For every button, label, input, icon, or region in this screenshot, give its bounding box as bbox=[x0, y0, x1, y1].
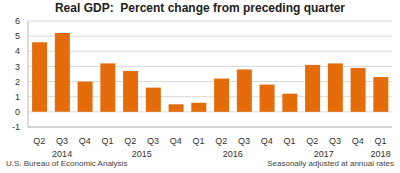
svg-text:Q4: Q4 bbox=[352, 136, 364, 146]
svg-text:6: 6 bbox=[15, 17, 20, 26]
svg-text:Q3: Q3 bbox=[56, 136, 68, 146]
svg-text:2017: 2017 bbox=[314, 149, 334, 157]
svg-text:Q3: Q3 bbox=[238, 136, 250, 146]
svg-text:2: 2 bbox=[15, 77, 20, 87]
svg-text:Q1: Q1 bbox=[284, 136, 296, 146]
svg-text:1: 1 bbox=[15, 92, 20, 102]
svg-text:Q2: Q2 bbox=[306, 136, 318, 146]
html-text:Real GDP: Percent change from: Real GDP: Percent change from preceding … bbox=[55, 1, 345, 15]
svg-text:Q1: Q1 bbox=[102, 136, 114, 146]
svg-text:Q2: Q2 bbox=[33, 136, 45, 146]
svg-text:Q2: Q2 bbox=[124, 136, 136, 146]
svg-text:5: 5 bbox=[15, 31, 20, 41]
svg-text:2015: 2015 bbox=[132, 149, 152, 157]
html-text:Seasonally adjusted at annual: Seasonally adjusted at annual rates bbox=[267, 159, 394, 168]
svg-text:Q4: Q4 bbox=[261, 136, 273, 146]
svg-text:0: 0 bbox=[15, 107, 20, 117]
svg-text:2016: 2016 bbox=[223, 149, 243, 157]
svg-text:Q3: Q3 bbox=[147, 136, 159, 146]
svg-text:3: 3 bbox=[15, 62, 20, 72]
svg-text:2018: 2018 bbox=[371, 149, 391, 157]
svg-text:2014: 2014 bbox=[52, 149, 72, 157]
svg-text:Q4: Q4 bbox=[79, 136, 91, 146]
svg-text:-1: -1 bbox=[12, 122, 20, 132]
svg-text:Q1: Q1 bbox=[193, 136, 205, 146]
svg-text:4: 4 bbox=[15, 46, 20, 56]
svg-text:Q2: Q2 bbox=[215, 136, 227, 146]
svg-text:Q1: Q1 bbox=[375, 136, 387, 146]
svg-text:Q3: Q3 bbox=[329, 136, 341, 146]
html-text:U.S. Bureau of Economic Analys: U.S. Bureau of Economic Analysis bbox=[6, 159, 128, 168]
svg-text:Q4: Q4 bbox=[170, 136, 182, 146]
